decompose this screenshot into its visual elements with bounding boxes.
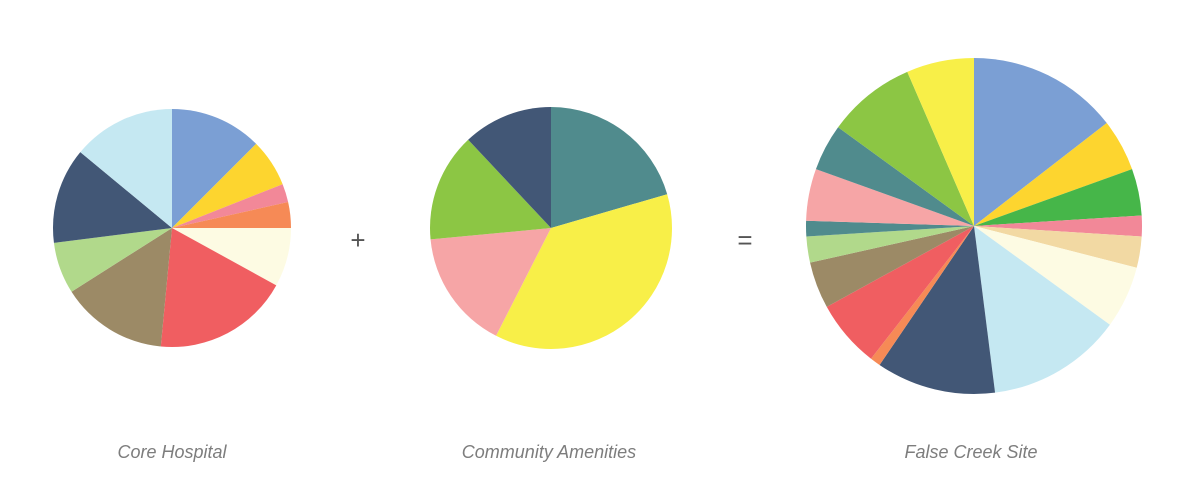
pie-slice — [871, 226, 974, 365]
caption-community-amenities: Community Amenities — [462, 442, 636, 462]
pie-slice — [805, 220, 974, 237]
pie-core-hospital — [53, 109, 291, 347]
pie-slice — [974, 226, 1110, 393]
pie-slice — [806, 226, 974, 263]
equals-operator: = — [737, 225, 752, 255]
pie-slice — [974, 58, 1107, 226]
pie-slice — [53, 228, 172, 292]
pie-slice — [551, 107, 668, 228]
pie-slice — [879, 226, 996, 395]
pie-slice — [53, 152, 173, 243]
pie-slice — [172, 202, 291, 228]
plus-operator: + — [350, 225, 365, 255]
caption-false-creek-site: False Creek Site — [904, 442, 1037, 462]
pie-slice — [815, 127, 974, 226]
pie-slice — [71, 228, 172, 347]
pie-community-amenities — [430, 107, 673, 349]
pie-slice — [974, 123, 1133, 226]
pie-slice — [496, 194, 673, 349]
pie-false-creek-site — [805, 58, 1143, 395]
pie-slice — [430, 228, 551, 336]
pie-slice — [974, 215, 1143, 237]
pie-slice — [172, 109, 257, 228]
pie-slice — [172, 228, 291, 286]
pie-slice — [826, 226, 974, 359]
pie-slice — [974, 226, 1142, 268]
pie-slice — [907, 58, 974, 226]
pie-slice — [172, 184, 289, 228]
pie-slice — [468, 107, 551, 228]
caption-core-hospital: Core Hospital — [117, 442, 227, 462]
pie-slice — [974, 226, 1137, 325]
pie-slice — [80, 109, 172, 228]
pie-slice — [838, 71, 974, 226]
pie-slice — [974, 169, 1142, 226]
pie-slice — [810, 226, 974, 307]
pie-slice — [430, 139, 551, 240]
pie-slice — [160, 228, 277, 347]
pie-slice — [806, 169, 974, 226]
pie-slice — [172, 143, 283, 228]
